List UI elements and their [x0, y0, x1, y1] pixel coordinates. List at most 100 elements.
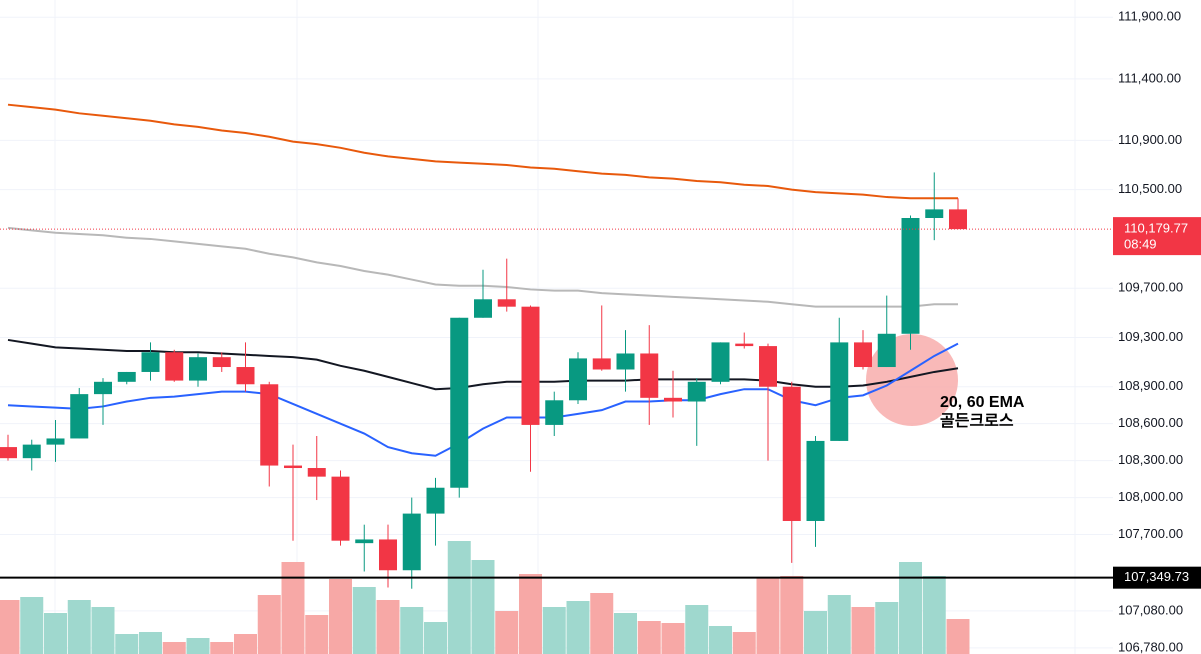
level-label-box	[1113, 566, 1201, 589]
price-time: 08:49	[1124, 237, 1157, 252]
candle-body	[711, 342, 730, 382]
volume-bar	[162, 642, 186, 654]
volume-bar	[614, 613, 637, 654]
y-tick-label: 108,300.00	[1118, 452, 1183, 467]
volume-bar	[590, 593, 614, 654]
candle-body	[545, 400, 564, 425]
candle-body	[22, 444, 41, 459]
volume-bar	[471, 560, 495, 654]
candle-body	[46, 438, 65, 445]
volume-bar	[566, 601, 590, 654]
candle-body	[426, 487, 445, 514]
volume-bar	[495, 611, 519, 654]
candle-body	[474, 299, 492, 318]
vertical-grid	[54, 0, 1076, 654]
candles	[0, 172, 967, 589]
candle-body	[830, 342, 849, 441]
candle-body	[260, 384, 279, 466]
candle-body	[664, 397, 682, 402]
candle-body	[640, 353, 659, 398]
volume-bars	[0, 541, 970, 654]
candle-body	[592, 358, 611, 370]
level-label: 107,349.73	[1124, 569, 1189, 584]
candle-body	[949, 209, 967, 230]
candle-body	[759, 346, 777, 387]
candle-body	[165, 352, 184, 381]
candle-body	[616, 353, 635, 370]
candle-body	[806, 440, 825, 521]
candle-body	[379, 539, 397, 571]
price-axis	[1113, 0, 1201, 654]
candle-body	[117, 371, 136, 382]
volume-bar	[851, 607, 875, 654]
volume-bar	[542, 607, 566, 654]
volume-bar	[44, 613, 67, 654]
ema-line	[7, 338, 959, 391]
volume-bar	[946, 619, 970, 654]
horizontal-grid	[0, 16, 1113, 649]
candle-body	[925, 209, 944, 218]
candle-body	[735, 343, 754, 347]
volume-bar	[20, 597, 44, 654]
candle-body	[854, 342, 872, 368]
volume-bar	[780, 576, 804, 654]
candle-body	[355, 539, 374, 544]
volume-bar	[804, 611, 827, 654]
ema-line	[7, 103, 958, 200]
candle-body	[284, 465, 302, 469]
candle-body	[569, 358, 587, 401]
y-tick-label: 110,900.00	[1118, 132, 1182, 147]
volume-bar	[922, 576, 946, 654]
volume-bar	[91, 607, 115, 654]
y-tick-label: 109,300.00	[1118, 329, 1183, 344]
volume-bar	[447, 541, 471, 654]
volume-bar	[899, 562, 922, 654]
y-tick-label: 107,700.00	[1118, 526, 1183, 541]
y-tick-label: 111,400.00	[1118, 70, 1181, 85]
volume-bar	[400, 607, 424, 654]
y-tick-label: 108,000.00	[1118, 489, 1183, 504]
y-tick-label: 108,600.00	[1118, 415, 1183, 430]
candle-body	[0, 447, 17, 459]
volume-bar	[376, 600, 400, 654]
volume-bar	[186, 638, 210, 654]
volume-bar	[875, 602, 899, 654]
candle-body	[450, 317, 469, 488]
candle-body	[212, 357, 231, 368]
annotation-text: 골든크로스	[940, 412, 1014, 430]
volume-bar	[281, 562, 305, 654]
volume-bar	[827, 595, 851, 654]
y-tick-label: 111,900.00	[1118, 9, 1181, 24]
y-tick-label: 108,900.00	[1118, 378, 1183, 393]
volume-bar	[139, 632, 162, 654]
volume-bar	[0, 600, 20, 654]
candle-body	[402, 513, 421, 571]
volume-bar	[329, 579, 352, 654]
volume-bar	[756, 578, 780, 654]
candle-body	[236, 367, 255, 385]
y-tick-label: 109,700.00	[1118, 280, 1183, 295]
candle-body	[687, 381, 706, 402]
volume-bar	[519, 574, 542, 654]
volume-bar	[661, 623, 685, 654]
y-tick-label: 106,780.00	[1118, 639, 1183, 654]
volume-bar	[732, 632, 756, 654]
candle-body	[189, 357, 207, 381]
candle-body	[521, 306, 540, 425]
volume-bar	[709, 626, 732, 654]
candle-body	[497, 299, 516, 307]
candle-body	[141, 352, 160, 372]
volume-bar	[305, 615, 329, 654]
volume-bar	[685, 605, 709, 654]
volume-bar	[637, 621, 661, 654]
candle-body	[782, 386, 801, 521]
candle-body	[70, 394, 89, 439]
price-label-box	[1113, 217, 1201, 256]
volume-bar	[67, 600, 91, 654]
candle-body	[94, 381, 112, 395]
volume-bar	[424, 622, 447, 654]
y-tick-label: 107,080.00	[1118, 602, 1183, 617]
volume-bar	[234, 634, 257, 654]
